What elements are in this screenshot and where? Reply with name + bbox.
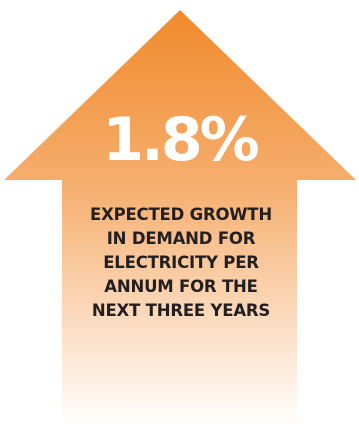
caption-line: IN DEMAND FOR: [106, 229, 256, 248]
caption-line: EXPECTED GROWTH: [90, 205, 272, 224]
caption-line: NEXT THREE YEARS: [91, 301, 271, 320]
stat-caption: EXPECTED GROWTH IN DEMAND FOR ELECTRICIT…: [50, 203, 312, 323]
stat-value: 1.8%: [102, 105, 259, 175]
caption-line: ELECTRICITY PER: [103, 253, 259, 272]
caption-line: ANNUM FOR THE: [104, 277, 258, 296]
arrow-shape: [4, 10, 356, 427]
